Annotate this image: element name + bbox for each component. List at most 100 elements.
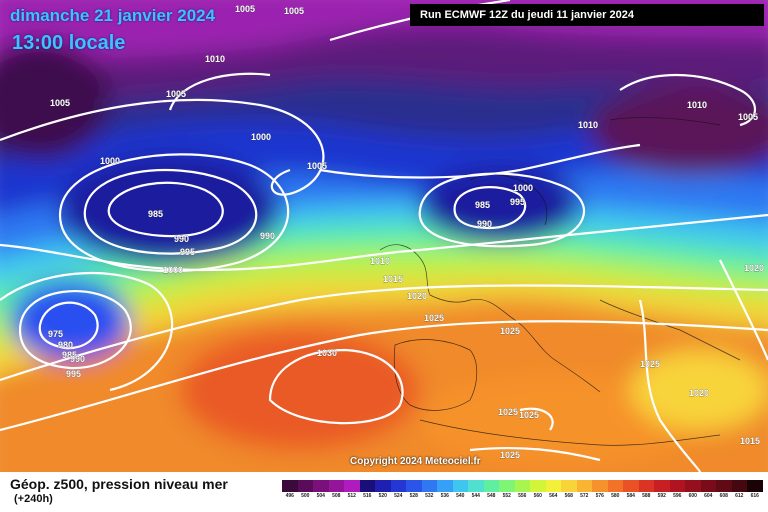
isobar-label: 990 [70, 354, 85, 364]
legend-item: 588 [638, 480, 654, 499]
legend-item: 524 [390, 480, 406, 499]
legend-label: 584 [626, 493, 635, 499]
isobar-label: 1005 [235, 4, 255, 14]
legend-label: 552 [502, 493, 511, 499]
legend-label: 544 [471, 493, 480, 499]
legend-label: 508 [332, 493, 341, 499]
legend-swatch [747, 480, 763, 492]
legend-item: 536 [437, 480, 453, 499]
legend-item: 560 [530, 480, 546, 499]
legend-item: 512 [344, 480, 360, 499]
color-legend: 496 500 504 508 512 516 520 524 528 532 536 540 544 5… [282, 480, 763, 499]
legend-swatch [282, 480, 298, 492]
legend-swatch [421, 480, 437, 492]
isobar-label: 1015 [383, 274, 403, 284]
legend-label: 540 [456, 493, 465, 499]
legend-swatch [468, 480, 484, 492]
legend-item: 604 [700, 480, 716, 499]
isobar-labels: 1005 1005 1010 1005 1005 1000 1005 1000 … [48, 4, 764, 460]
legend-item: 600 [685, 480, 701, 499]
legend-label: 504 [316, 493, 325, 499]
isobar-label: 1010 [370, 256, 390, 266]
legend-item: 568 [561, 480, 577, 499]
legend-label: 528 [409, 493, 418, 499]
legend-label: 548 [487, 493, 496, 499]
legend-item: 596 [669, 480, 685, 499]
legend-swatch [654, 480, 670, 492]
legend-item: 612 [731, 480, 747, 499]
legend-swatch [359, 480, 375, 492]
legend-label: 564 [549, 493, 558, 499]
isobar-label: 980 [58, 340, 73, 350]
legend-swatch [669, 480, 685, 492]
legend-item: 540 [452, 480, 468, 499]
legend-label: 556 [518, 493, 527, 499]
legend-label: 496 [285, 493, 294, 499]
lead-time: (+240h) [14, 493, 53, 505]
legend-label: 588 [642, 493, 651, 499]
legend-label: 520 [378, 493, 387, 499]
isobar-label: 995 [510, 197, 525, 207]
legend-swatch [297, 480, 313, 492]
legend-item: 592 [654, 480, 670, 499]
isobar-label: 1010 [205, 54, 225, 64]
legend-item: 584 [623, 480, 639, 499]
copyright-notice: Copyright 2024 Meteociel.fr [350, 456, 481, 467]
legend-swatch [545, 480, 561, 492]
isobar-label: 1025 [424, 313, 444, 323]
legend-swatch [328, 480, 344, 492]
legend-label: 600 [688, 493, 697, 499]
isobar-label: 995 [66, 369, 81, 379]
legend-swatch [483, 480, 499, 492]
isobar-label: 1000 [251, 132, 271, 142]
isobar-label: 1005 [738, 112, 758, 122]
legend-swatch [576, 480, 592, 492]
legend-item: 580 [607, 480, 623, 499]
isobar-label: 990 [260, 231, 275, 241]
legend-swatch [607, 480, 623, 492]
isobar-label: 1005 [307, 161, 327, 171]
legend-item: 552 [499, 480, 515, 499]
legend-swatch [530, 480, 546, 492]
legend-swatch [390, 480, 406, 492]
isobar-label: 1000 [163, 265, 183, 275]
legend-label: 580 [611, 493, 620, 499]
isobar-label: 985 [148, 209, 163, 219]
legend-item: 496 [282, 480, 298, 499]
forecast-map: 1005 1005 1010 1005 1005 1000 1005 1000 … [0, 0, 768, 472]
isobar-label: 990 [477, 219, 492, 229]
legend-item: 508 [328, 480, 344, 499]
legend-item: 500 [297, 480, 313, 499]
legend-item: 572 [576, 480, 592, 499]
legend-label: 576 [595, 493, 604, 499]
isobars [0, 0, 768, 472]
legend-label: 616 [750, 493, 759, 499]
isobar-label: 1025 [500, 450, 520, 460]
isobar-label: 1010 [578, 120, 598, 130]
legend-swatch [623, 480, 639, 492]
map-footer: Géop. z500, pression niveau mer (+240h) … [0, 472, 768, 512]
legend-swatch [731, 480, 747, 492]
coastlines [379, 117, 741, 446]
legend-item: 520 [375, 480, 391, 499]
isobar-label: 1005 [50, 98, 70, 108]
isobar-label: 1005 [166, 89, 186, 99]
isobar-label: 975 [48, 329, 63, 339]
legend-item: 532 [421, 480, 437, 499]
isobar-label: 1020 [689, 388, 709, 398]
legend-item: 548 [483, 480, 499, 499]
isobar-label: 1020 [744, 263, 764, 273]
forecast-date: dimanche 21 janvier 2024 [10, 6, 216, 25]
model-run-info: Run ECMWF 12Z du jeudi 11 janvier 2024 [410, 4, 764, 26]
legend-swatch [592, 480, 608, 492]
legend-label: 560 [533, 493, 542, 499]
legend-swatch [638, 480, 654, 492]
legend-label: 524 [394, 493, 403, 499]
isobar-label: 1025 [498, 407, 518, 417]
legend-label: 596 [673, 493, 682, 499]
isobar-label: 1025 [519, 410, 539, 420]
legend-item: 556 [514, 480, 530, 499]
legend-item: 616 [747, 480, 763, 499]
isobar-label: 985 [475, 200, 490, 210]
